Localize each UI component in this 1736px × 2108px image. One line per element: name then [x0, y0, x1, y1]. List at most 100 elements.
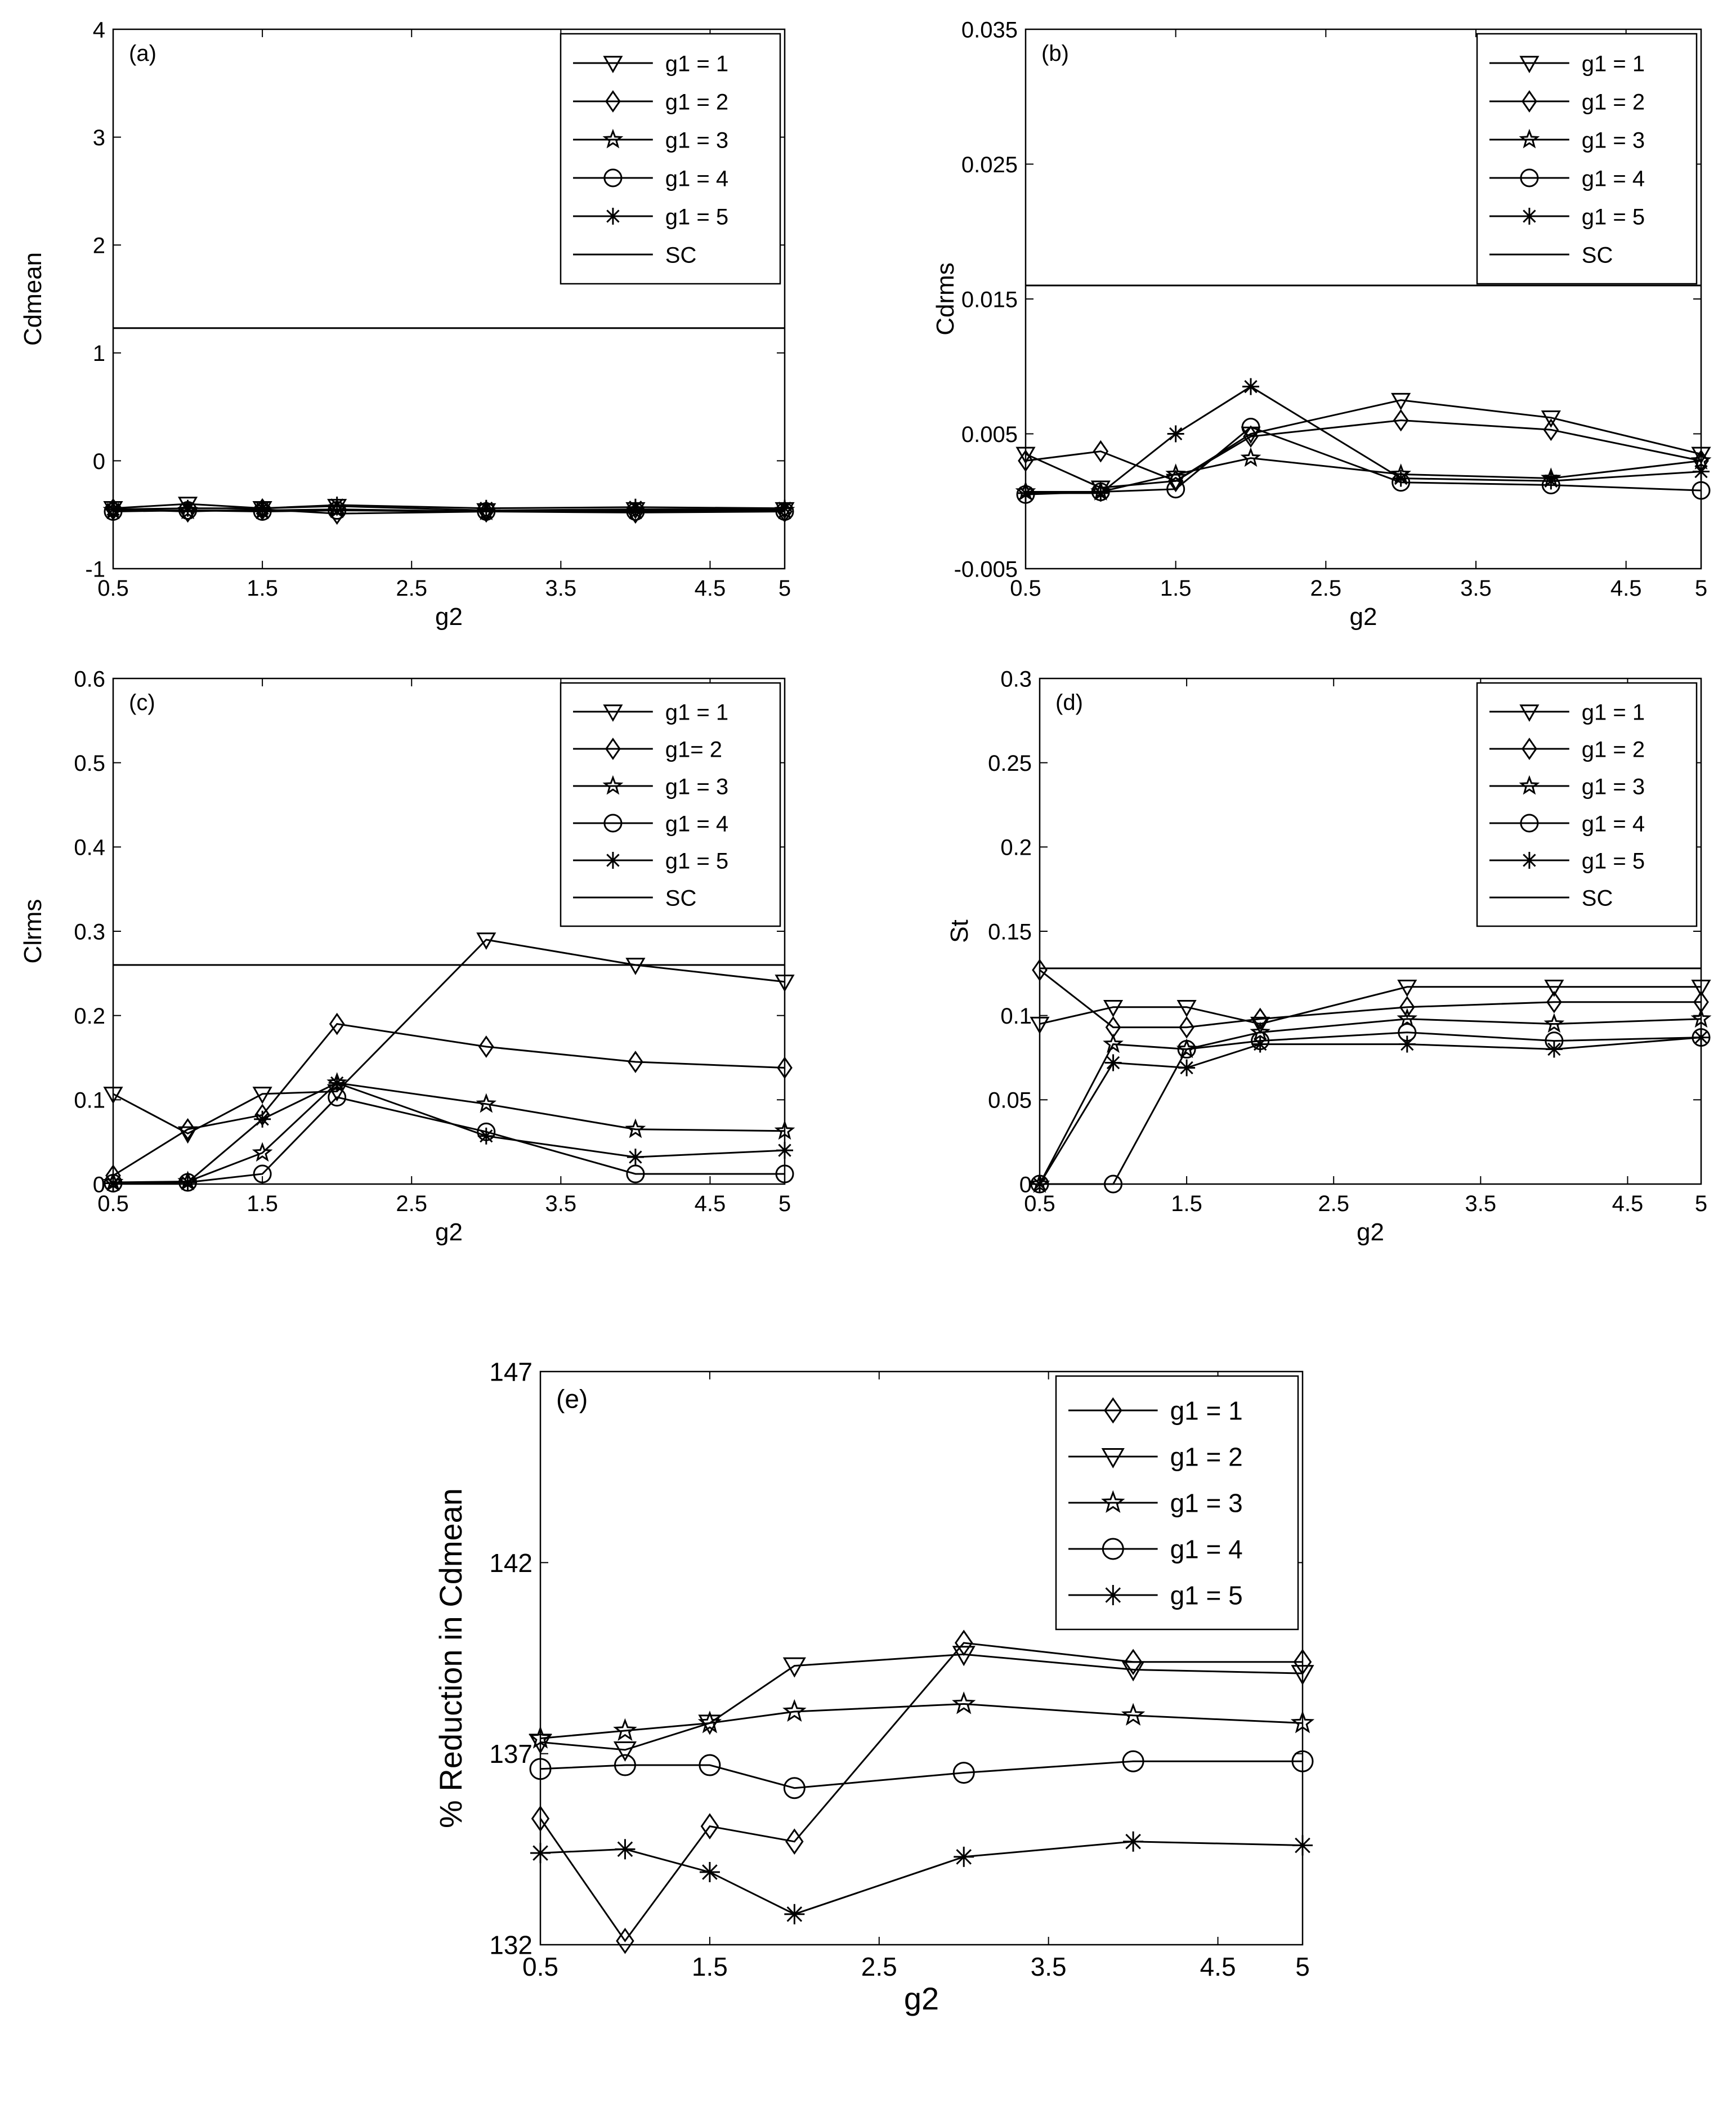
legend-label: g1 = 5	[1582, 204, 1645, 229]
data-point	[700, 1813, 719, 1839]
x-tick-label: 1.5	[1160, 576, 1192, 601]
y-tick-label: 0	[93, 449, 105, 474]
y-tick-label: 4	[93, 17, 105, 42]
legend-label: g1 = 5	[665, 204, 728, 229]
series-line	[113, 1022, 785, 1177]
legend-marker	[605, 738, 621, 760]
data-point	[782, 1657, 806, 1678]
data-point	[1177, 1040, 1196, 1059]
x-tick-label: 1.5	[247, 576, 278, 601]
x-axis-label: g2	[1350, 603, 1377, 631]
legend-label: g1 = 4	[1170, 1535, 1243, 1564]
legend-label: g1 = 4	[1582, 166, 1645, 191]
y-tick-label: 0.25	[988, 751, 1032, 776]
data-point	[179, 499, 196, 517]
data-point	[180, 1118, 196, 1141]
legend-marker	[604, 852, 621, 869]
legend-label: g1 = 1	[1582, 700, 1645, 725]
y-tick-label: 1	[93, 341, 105, 366]
data-point	[254, 1110, 271, 1128]
data-point	[1092, 484, 1109, 502]
legend-marker	[603, 814, 623, 833]
data-point	[1031, 1176, 1048, 1193]
legend-label: g1 = 2	[1582, 737, 1645, 762]
x-tick-label: 3.5	[1031, 1952, 1067, 1981]
legend-marker	[1522, 738, 1537, 760]
legend-label: g1 = 4	[665, 811, 728, 836]
y-tick-label: 0.5	[74, 751, 105, 776]
panel-label: (b)	[1041, 41, 1069, 66]
x-tick-label: 0.5	[97, 1191, 129, 1216]
panel-label: (c)	[129, 690, 155, 715]
legend-marker	[1522, 90, 1537, 113]
data-point	[328, 496, 346, 513]
panel-c: 0.5 1.5 2.5 3.5 4.5 5 0 0.1 0.2 0.3 0.4 0.5 0.6 g2 Clr…	[19, 667, 795, 1246]
legend-label: g1 = 1	[1170, 1396, 1243, 1426]
data-point	[776, 1142, 793, 1159]
data-point	[1124, 1649, 1143, 1676]
legend-marker	[1104, 1397, 1122, 1424]
y-tick-label: -1	[85, 557, 105, 582]
x-tick-label: 0.5	[522, 1952, 558, 1981]
y-tick-label: 0.15	[988, 919, 1032, 944]
series-line	[540, 1653, 1303, 1751]
panel-b: 0.5 1.5 2.5 3.5 4.5 5 -0.005 0.005 0.015 0.025 0.0…	[932, 17, 1712, 631]
y-tick-label: 0.3	[1000, 667, 1032, 691]
data-point	[1292, 1835, 1313, 1856]
legend: g1 = 1 g1 = 2 g1 = 3 g1 = 4 g1 = 5 SC	[1476, 33, 1698, 285]
series-line	[540, 1703, 1303, 1739]
data-point	[1691, 446, 1711, 465]
y-tick-label: 0.4	[74, 836, 105, 860]
x-tick-label: 5	[1695, 576, 1707, 601]
data-point	[1250, 1016, 1270, 1034]
x-tick-label: 3.5	[1465, 1191, 1497, 1216]
legend-label: SC	[665, 243, 697, 267]
legend-marker	[603, 168, 623, 187]
legend: g1 = 1 g1 = 2 g1 = 3 g1 = 4 g1 = 5	[1055, 1375, 1299, 1631]
legend-marker	[604, 208, 621, 225]
x-tick-label: 0.5	[1010, 576, 1041, 601]
legend-label: g1 = 1	[665, 51, 728, 76]
data-point	[697, 1710, 722, 1734]
legend-label: g1= 2	[665, 737, 722, 762]
legend-label: g1 = 4	[665, 166, 728, 191]
legend-label: g1 = 4	[1582, 811, 1645, 836]
x-tick-label: 2.5	[396, 1191, 427, 1216]
data-point	[1178, 1059, 1196, 1077]
data-point	[476, 932, 496, 950]
series-line	[1025, 419, 1702, 482]
data-point	[1122, 1750, 1144, 1772]
data-point	[783, 1777, 806, 1799]
series-5	[105, 496, 793, 518]
series-line	[1039, 969, 1701, 1029]
panel-e: 0.5 1.5 2.5 3.5 4.5 5 132 137 142 147 g2 % Reductio…	[433, 1357, 1315, 2016]
legend-marker	[603, 704, 623, 722]
data-point	[616, 1927, 634, 1954]
y-tick-label: 132	[489, 1931, 533, 1960]
data-point	[627, 498, 644, 516]
legend-marker	[1103, 1585, 1124, 1605]
data-point	[1018, 449, 1033, 472]
data-point	[952, 1762, 975, 1784]
data-point	[1176, 1038, 1197, 1059]
data-point	[628, 1051, 643, 1073]
data-point	[1543, 418, 1559, 441]
y-axis-label: Cdmean	[19, 252, 47, 346]
data-point	[1543, 1013, 1565, 1033]
data-point	[1397, 1008, 1418, 1028]
data-point	[1293, 1649, 1312, 1676]
panel-a: 0.5 1.5 2.5 3.5 4.5 5 -1 0 1 2 3 4 g2 Cdmean (a) g1 = 1…	[19, 17, 795, 631]
data-point	[1104, 1174, 1123, 1194]
x-tick-label: 2.5	[1310, 576, 1342, 601]
data-point	[254, 498, 270, 521]
legend-label: g1 = 3	[1582, 774, 1645, 799]
x-tick-label: 5	[778, 1191, 791, 1216]
data-point	[529, 1758, 552, 1780]
x-tick-label: 4.5	[1200, 1952, 1236, 1981]
data-point	[1121, 1703, 1146, 1726]
data-point	[1692, 481, 1711, 500]
legend-marker	[1520, 208, 1538, 225]
x-axis-label: g2	[435, 603, 463, 631]
data-point	[1241, 418, 1260, 437]
